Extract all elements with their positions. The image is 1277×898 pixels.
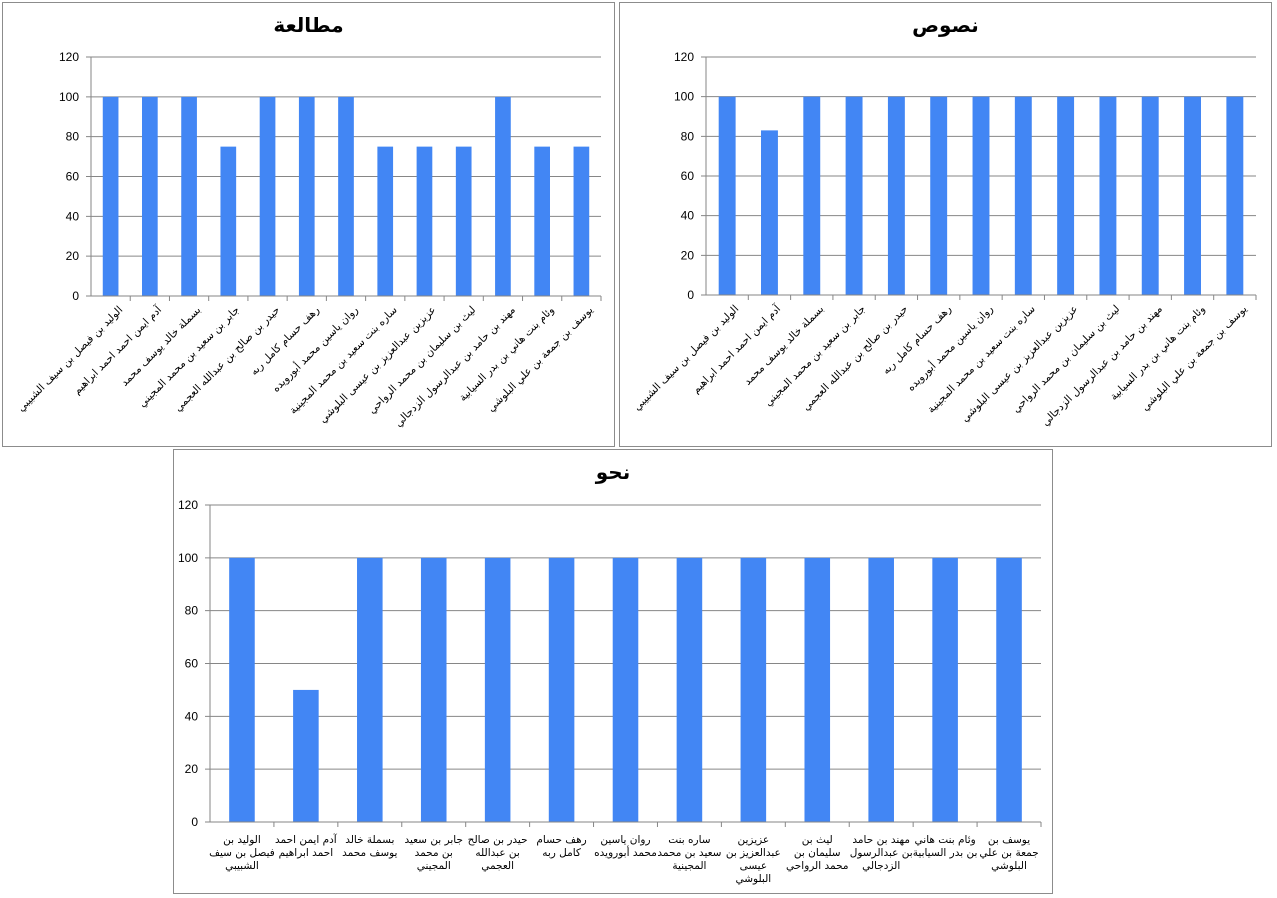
bar — [761, 130, 778, 295]
x-tick-label: ليث بن سليمان بن محمد الرواحي — [786, 834, 849, 872]
x-tick-label: رهف حسام كامل ربه — [536, 834, 587, 859]
bar — [495, 96, 511, 296]
bar — [357, 557, 383, 822]
plot-area: 0 20 40 60 80 100 120 — [674, 50, 1257, 302]
bar — [142, 96, 158, 296]
bar — [573, 146, 590, 296]
bar — [377, 146, 394, 296]
bar — [868, 557, 894, 822]
bar — [1057, 96, 1075, 296]
bar — [1184, 96, 1201, 296]
y-tick-label: 40 — [185, 709, 199, 723]
bar — [220, 146, 237, 296]
x-tick-label: عزيزين عبدالعزيز بن عيسى البلوشي — [725, 834, 781, 885]
y-tick-label: 20 — [66, 249, 80, 263]
bar — [932, 557, 958, 822]
x-tick-label: مهند بن حامد بن عبدالرسول الزدجالي — [849, 834, 913, 872]
y-tick-label: 120 — [59, 50, 79, 64]
x-tick-label: جابر بن سعيد بن محمد المجيني — [404, 834, 463, 872]
bar — [534, 146, 550, 296]
bar — [804, 557, 831, 822]
bar — [102, 96, 119, 296]
y-tick-label: 100 — [59, 90, 79, 104]
bar — [930, 96, 948, 296]
y-tick-label: 60 — [66, 170, 80, 184]
x-tick-label: ساره بنت سعيد بن محمد المجينية — [657, 834, 722, 872]
y-tick-label: 20 — [185, 762, 199, 776]
bar — [1141, 96, 1159, 296]
bar — [718, 96, 736, 296]
bar — [1226, 96, 1244, 296]
y-tick-label: 80 — [66, 130, 80, 144]
y-tick-label: 40 — [66, 209, 80, 223]
y-tick-label: 0 — [72, 289, 79, 303]
chart-nahw: نحو 0 20 40 60 80 100 120 الوليد بن فيصل بن سيف… — [173, 449, 1053, 894]
x-tick-label: حيدر بن صالح بن عبدالله العجمي — [467, 834, 528, 872]
bar — [229, 557, 255, 822]
chart-title: نحو — [595, 460, 631, 484]
bar — [676, 557, 703, 822]
y-tick-label: 80 — [681, 129, 695, 143]
chart-title: مطالعة — [273, 13, 344, 37]
chart-title: نصوص — [912, 13, 979, 37]
x-tick-label: بسملة خالد يوسف محمد — [342, 834, 398, 859]
bar — [887, 96, 905, 296]
x-tick-label: يوسف بن جمعة بن علي البلوشي — [979, 834, 1039, 872]
bar — [455, 146, 472, 296]
bar — [1099, 96, 1117, 296]
bar — [416, 146, 433, 296]
bar — [996, 557, 1022, 822]
y-tick-label: 0 — [687, 288, 694, 302]
x-tick-label: وئام بنت هاني بن بدر السيابية — [912, 834, 978, 859]
bar — [803, 96, 821, 296]
bar — [181, 96, 197, 296]
plot-area: 0 20 40 60 80 100 120 — [59, 50, 602, 303]
x-tick-label: الوليد بن فيصل بن سيف الشبيبي — [209, 834, 275, 872]
y-tick-label: 0 — [191, 815, 198, 829]
bar — [338, 96, 354, 296]
bar — [484, 557, 511, 822]
bar — [972, 96, 990, 296]
bar — [298, 96, 315, 296]
plot-area: 0 20 40 60 80 100 120 — [178, 498, 1042, 829]
x-tick-label: روان ياسين محمد أبورويده — [594, 834, 657, 859]
y-tick-label: 100 — [178, 551, 198, 565]
y-tick-label: 80 — [185, 604, 199, 618]
y-tick-label: 60 — [681, 169, 695, 183]
bar — [612, 557, 639, 822]
bar — [1014, 96, 1032, 296]
x-tick-label: آدم ايمن احمد احمد ابراهيم — [275, 834, 337, 859]
chart-nusus: نصوص 0 20 40 60 80 100 120 الوليد بن فيصل بن سي… — [619, 2, 1272, 447]
y-tick-label: 20 — [681, 248, 695, 262]
y-tick-label: 120 — [178, 498, 198, 512]
bar — [845, 96, 863, 296]
y-tick-label: 40 — [681, 209, 695, 223]
bar — [740, 557, 767, 822]
chart-mutalaa: مطالعة 0 20 40 60 80 100 120 الوليد بن فيصل بن … — [2, 2, 615, 447]
bar — [420, 557, 447, 822]
bar — [548, 557, 575, 822]
bar — [293, 689, 319, 822]
y-tick-label: 100 — [674, 90, 694, 104]
bar — [259, 96, 276, 296]
y-tick-label: 60 — [185, 657, 199, 671]
y-tick-label: 120 — [674, 50, 694, 64]
